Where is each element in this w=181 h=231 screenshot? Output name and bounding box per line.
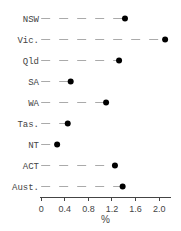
svg-text:Vic.: Vic.: [17, 36, 39, 46]
svg-text:WA: WA: [28, 99, 39, 109]
svg-text:0.8: 0.8: [82, 204, 95, 214]
svg-text:NT: NT: [28, 141, 39, 151]
svg-text:2.0: 2.0: [153, 204, 166, 214]
svg-text:Tas.: Tas.: [17, 120, 39, 130]
svg-text:SA: SA: [28, 78, 39, 88]
svg-text:1.6: 1.6: [129, 204, 142, 214]
svg-text:ACT: ACT: [23, 162, 40, 172]
svg-text:1.2: 1.2: [106, 204, 119, 214]
svg-text:%: %: [101, 214, 110, 225]
svg-text:Qld: Qld: [23, 57, 39, 67]
svg-text:Aust.: Aust.: [12, 183, 39, 193]
svg-text:0: 0: [39, 204, 44, 214]
svg-text:0.4: 0.4: [59, 204, 72, 214]
svg-text:NSW: NSW: [23, 15, 40, 25]
